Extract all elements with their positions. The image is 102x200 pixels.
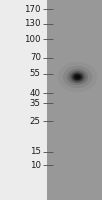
Text: 55: 55 (30, 70, 41, 78)
Text: 10: 10 (30, 160, 41, 170)
Ellipse shape (63, 66, 92, 88)
Text: 25: 25 (30, 116, 41, 126)
Text: 35: 35 (30, 98, 41, 108)
Ellipse shape (76, 76, 79, 78)
Text: 40: 40 (30, 88, 41, 98)
Text: 100: 100 (24, 34, 41, 44)
Ellipse shape (73, 74, 82, 80)
Bar (47, 0, 102, 200)
Ellipse shape (67, 69, 88, 85)
Text: 70: 70 (30, 53, 41, 62)
Text: 15: 15 (30, 148, 41, 156)
Ellipse shape (75, 75, 80, 79)
Ellipse shape (72, 72, 83, 82)
Text: 130: 130 (24, 20, 41, 28)
Ellipse shape (70, 71, 85, 83)
Bar (0, 0, 47, 200)
Text: 170: 170 (24, 4, 41, 14)
